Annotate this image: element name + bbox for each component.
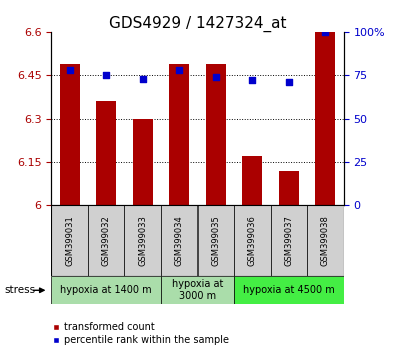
Bar — [124, 205, 161, 276]
Point — [213, 74, 219, 80]
Bar — [234, 276, 344, 304]
Bar — [51, 276, 161, 304]
Text: GSM399032: GSM399032 — [102, 215, 111, 266]
Point — [176, 67, 182, 73]
Text: GSM399035: GSM399035 — [211, 215, 220, 266]
Text: GSM399038: GSM399038 — [321, 215, 330, 266]
Bar — [133, 119, 153, 205]
Text: stress: stress — [4, 285, 35, 295]
Bar — [242, 156, 262, 205]
Bar — [198, 205, 234, 276]
Bar — [161, 276, 234, 304]
Bar — [96, 101, 116, 205]
Text: GSM399036: GSM399036 — [248, 215, 257, 266]
Bar — [234, 205, 271, 276]
Point — [249, 78, 256, 83]
Bar — [307, 205, 344, 276]
Text: GSM399037: GSM399037 — [284, 215, 293, 266]
Bar — [206, 64, 226, 205]
Text: GSM399031: GSM399031 — [65, 215, 74, 266]
Bar — [60, 64, 80, 205]
Text: hypoxia at 1400 m: hypoxia at 1400 m — [60, 285, 152, 295]
Text: GSM399033: GSM399033 — [138, 215, 147, 266]
Point — [103, 73, 109, 78]
Point — [322, 29, 329, 35]
Bar — [88, 205, 124, 276]
Bar — [279, 171, 299, 205]
Text: hypoxia at
3000 m: hypoxia at 3000 m — [172, 279, 223, 301]
Bar — [51, 205, 88, 276]
Text: GSM399034: GSM399034 — [175, 215, 184, 266]
Point — [139, 76, 146, 81]
Point — [66, 67, 73, 73]
Point — [286, 79, 292, 85]
Bar — [161, 205, 198, 276]
Bar — [169, 64, 189, 205]
Title: GDS4929 / 1427324_at: GDS4929 / 1427324_at — [109, 16, 286, 32]
Legend: transformed count, percentile rank within the sample: transformed count, percentile rank withi… — [48, 319, 233, 349]
Bar — [271, 205, 307, 276]
Bar — [315, 32, 335, 205]
Text: hypoxia at 4500 m: hypoxia at 4500 m — [243, 285, 335, 295]
